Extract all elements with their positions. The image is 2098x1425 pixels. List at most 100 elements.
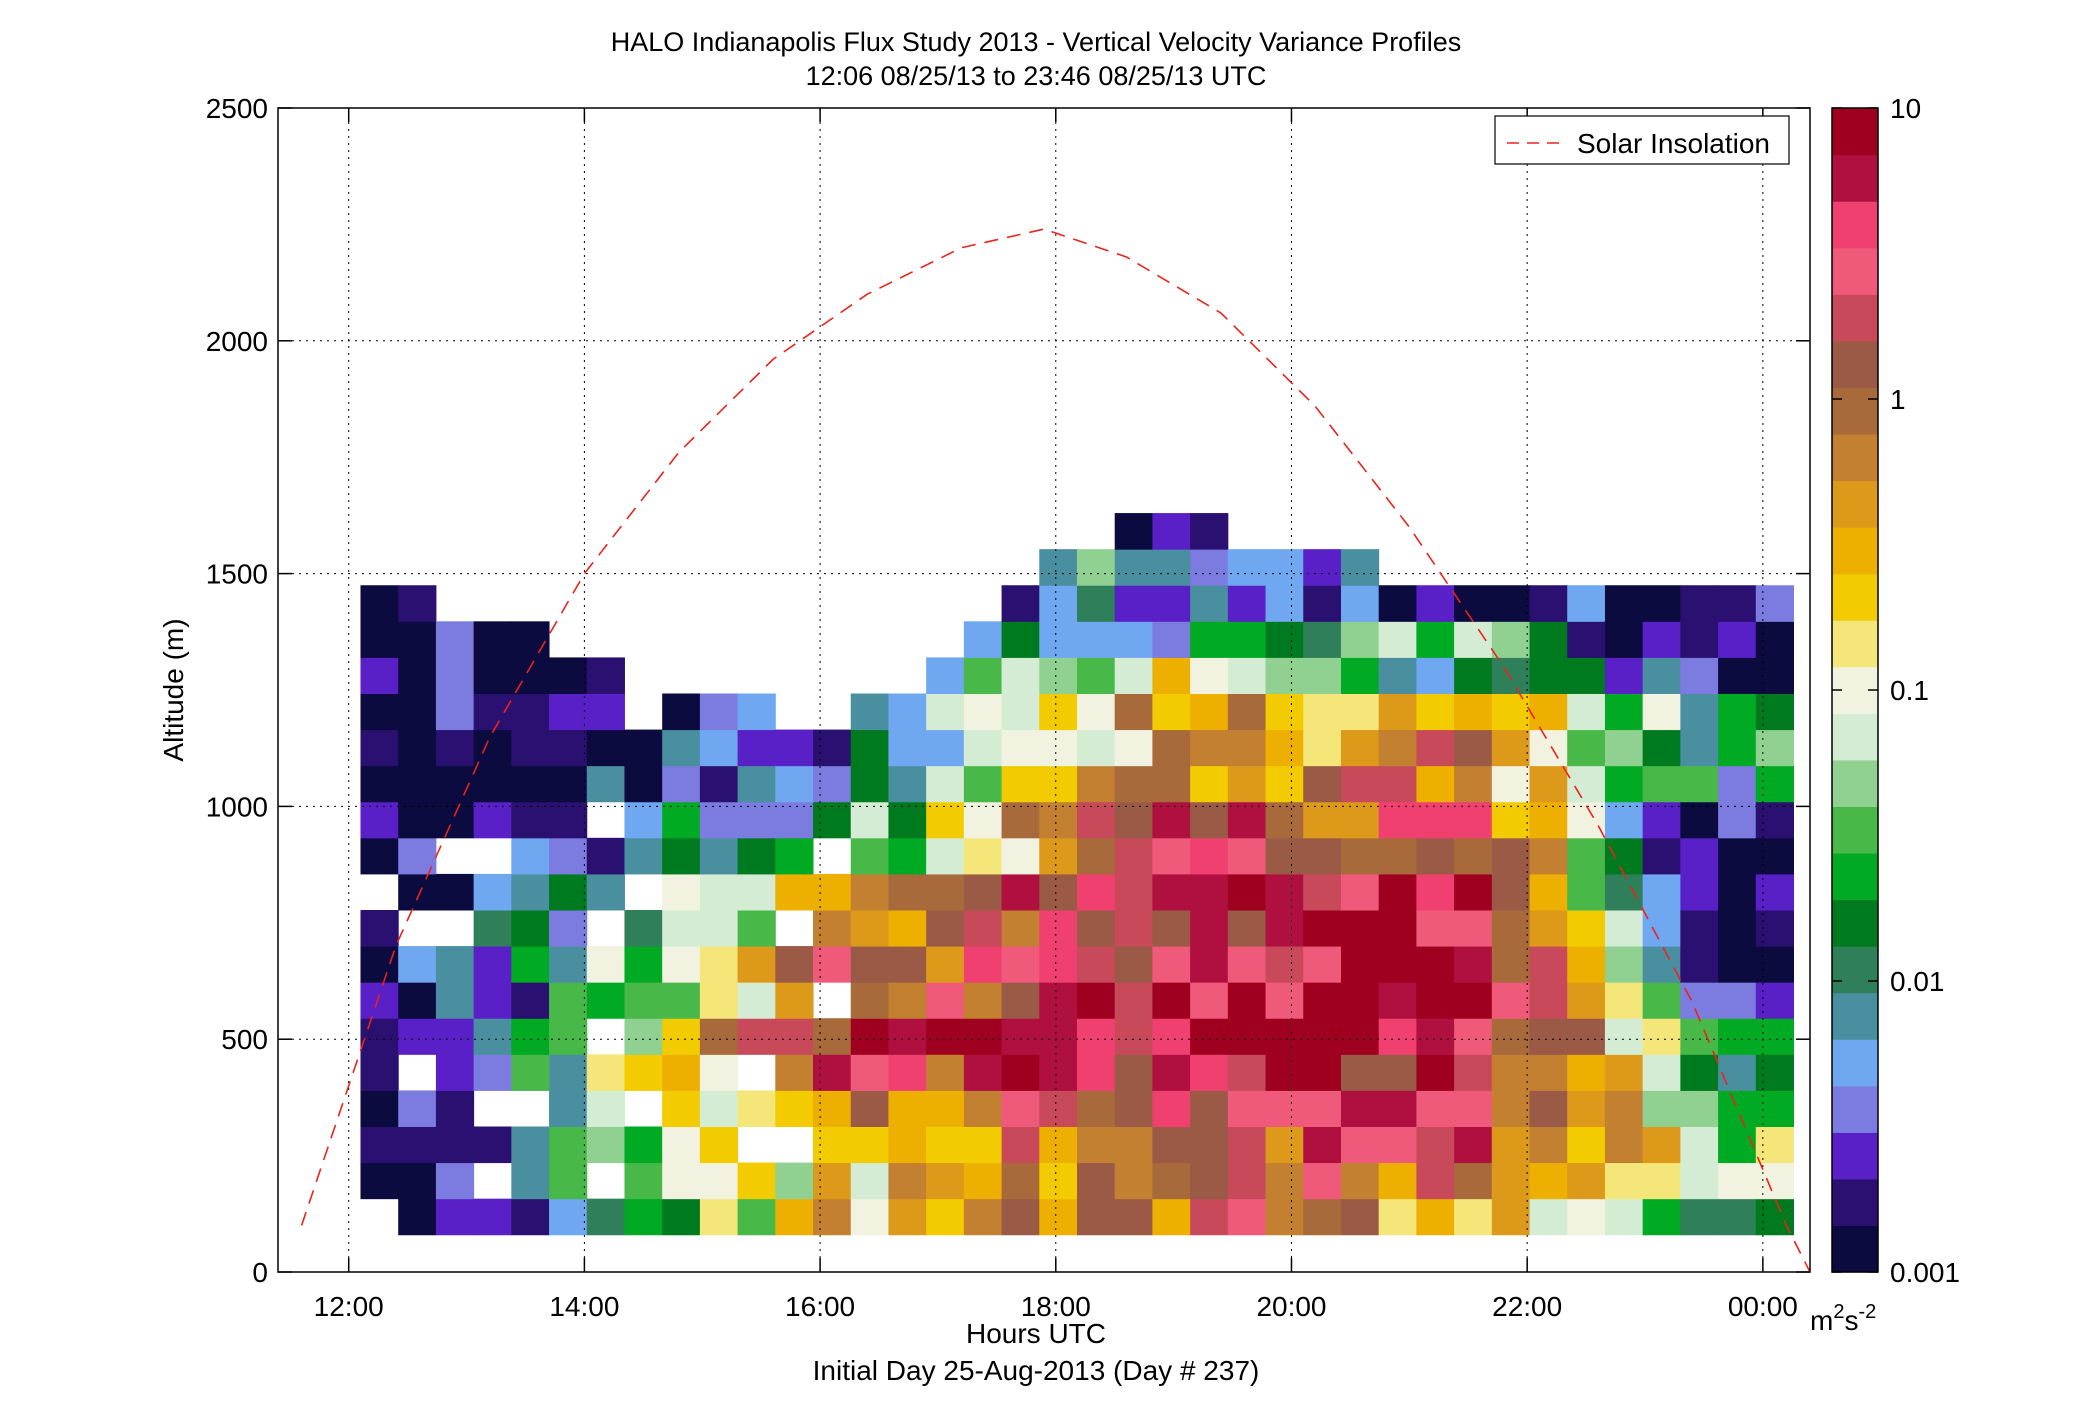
heatmap-cell <box>511 1198 550 1236</box>
heatmap-cell <box>435 693 475 731</box>
heatmap-cell <box>662 801 701 839</box>
heatmap-cell <box>360 1054 399 1091</box>
heatmap-cell <box>1416 693 1455 731</box>
heatmap-cell <box>511 1162 550 1200</box>
heatmap-cell <box>473 765 512 803</box>
heatmap-cell <box>1529 837 1568 875</box>
heatmap-cell <box>1378 1198 1417 1236</box>
heatmap-cell <box>549 837 588 875</box>
heatmap-cell <box>1152 585 1191 622</box>
heatmap-cell <box>1152 1054 1191 1091</box>
heatmap-cell <box>435 873 475 911</box>
heatmap-cell <box>1076 765 1116 803</box>
heatmap-cell <box>662 1162 701 1200</box>
colorbar-tick-label: 0.01 <box>1890 966 1945 997</box>
colorbar-swatch <box>1832 992 1878 1040</box>
heatmap-cell <box>775 1018 814 1055</box>
heatmap-cell <box>926 946 965 983</box>
heatmap-cell <box>473 982 512 1019</box>
heatmap-cell <box>1039 837 1078 875</box>
heatmap-cell <box>813 873 852 911</box>
heatmap-cell <box>1604 837 1644 875</box>
heatmap-cell <box>1755 801 1795 839</box>
heatmap-cell <box>360 729 399 767</box>
heatmap-cell <box>1454 657 1493 694</box>
heatmap-cell <box>1340 982 1380 1019</box>
colorbar-swatch <box>1832 620 1878 668</box>
heatmap-cell <box>1303 693 1342 731</box>
colorbar-swatch <box>1832 387 1878 435</box>
heatmap-cell <box>775 1090 814 1127</box>
heatmap-cell <box>1755 765 1795 803</box>
heatmap-cell <box>775 1162 814 1200</box>
heatmap-cell <box>888 946 927 983</box>
heatmap-cell <box>1680 1126 1719 1164</box>
heatmap-cell <box>1718 621 1757 658</box>
heatmap-cell <box>1755 585 1795 622</box>
heatmap-cell <box>624 1054 663 1091</box>
heatmap-cell <box>473 909 512 947</box>
heatmap-cell <box>473 946 512 983</box>
heatmap-cell <box>1529 982 1568 1019</box>
heatmap-cell <box>1642 1198 1681 1236</box>
heatmap-cell <box>1190 585 1229 622</box>
x-axis-ticks: 12:00 14:00 16:00 18:00 20:00 22:00 00:00 <box>314 108 1798 1322</box>
heatmap-cell <box>1039 1198 1078 1236</box>
colorbar-swatch <box>1832 480 1878 528</box>
heatmap-cell <box>511 729 550 767</box>
heatmap-cell <box>1718 765 1757 803</box>
heatmap-cell <box>1303 549 1342 586</box>
heatmap-cell <box>473 1198 512 1236</box>
heatmap-cell <box>1001 657 1040 694</box>
heatmap-cell <box>1227 1090 1267 1127</box>
heatmap-cell <box>1378 729 1417 767</box>
heatmap-cell <box>1303 946 1342 983</box>
heatmap-cell <box>1378 765 1417 803</box>
heatmap-cell <box>1303 801 1342 839</box>
heatmap-cell <box>1718 657 1757 694</box>
heatmap-cell <box>963 729 1003 767</box>
heatmap-cell <box>1114 729 1153 767</box>
heatmap-cell <box>586 729 625 767</box>
heatmap-cell <box>1152 1090 1191 1127</box>
heatmap-cell <box>1416 982 1455 1019</box>
heatmap-cell <box>1076 1198 1116 1236</box>
heatmap-cell <box>1340 1198 1380 1236</box>
heatmap-cell <box>1076 549 1116 586</box>
heatmap-cell <box>511 693 550 731</box>
x-tick-label: 00:00 <box>1728 1291 1798 1322</box>
heatmap-cell <box>1114 765 1153 803</box>
heatmap-cell <box>435 729 475 767</box>
heatmap-cell <box>1001 1018 1040 1055</box>
heatmap-cell <box>1491 657 1531 694</box>
heatmap-cell <box>1680 585 1719 622</box>
heatmap-cell <box>1604 1090 1644 1127</box>
heatmap-cell <box>360 621 399 658</box>
heatmap-cell <box>1567 765 1606 803</box>
heatmap-cell <box>1567 873 1606 911</box>
heatmap-cell <box>1604 982 1644 1019</box>
heatmap-cell <box>926 1126 965 1164</box>
heatmap-cell <box>624 837 663 875</box>
heatmap-cell <box>360 837 399 875</box>
heatmap-cell <box>1001 909 1040 947</box>
heatmap-cell <box>435 982 475 1019</box>
heatmap-cell <box>1529 765 1568 803</box>
heatmap-cell <box>1718 909 1757 947</box>
heatmap-cell <box>1604 693 1644 731</box>
heatmap-cell <box>813 1162 852 1200</box>
heatmap-cell <box>737 837 776 875</box>
heatmap-cell <box>1076 1162 1116 1200</box>
colorbar-tick-label: 0.1 <box>1890 675 1929 706</box>
heatmap-cell <box>1416 1054 1455 1091</box>
heatmap-cell <box>1190 909 1229 947</box>
heatmap-cell <box>1491 765 1531 803</box>
heatmap-cell <box>1039 621 1078 658</box>
heatmap-cell <box>1378 585 1417 622</box>
heatmap-cell <box>398 873 437 911</box>
heatmap-cell <box>360 765 399 803</box>
heatmap-cell <box>1718 1018 1757 1055</box>
heatmap-cell <box>1529 1126 1568 1164</box>
heatmap-cell <box>1642 1018 1681 1055</box>
heatmap-cell <box>1039 946 1078 983</box>
